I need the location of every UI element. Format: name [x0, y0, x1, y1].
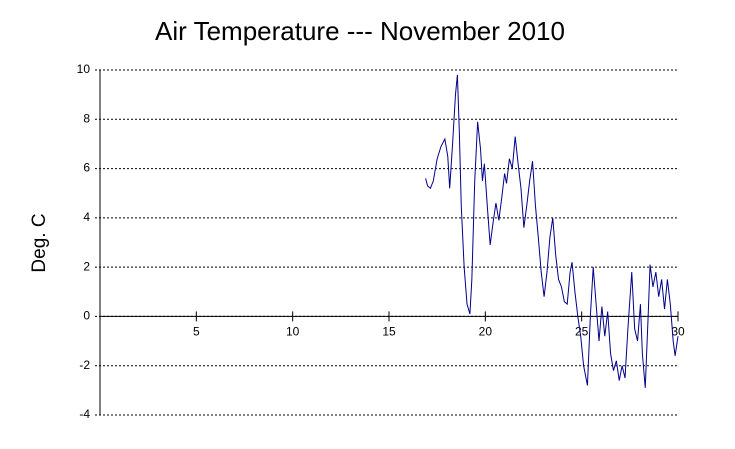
x-tick-label: 5	[193, 325, 200, 339]
y-tick-label: 4	[83, 210, 90, 224]
y-tick-label: 0	[83, 309, 90, 323]
x-tick-label: 20	[479, 325, 493, 339]
chart-title: Air Temperature --- November 2010	[155, 16, 565, 46]
y-tick-label: 8	[83, 111, 90, 125]
x-tick-label: 25	[575, 325, 589, 339]
y-axis-label: Deg. C	[29, 213, 50, 272]
y-tick-label: 6	[83, 161, 90, 175]
x-tick-label: 30	[671, 325, 685, 339]
y-tick-label: 10	[77, 62, 91, 76]
x-tick-label: 10	[286, 325, 300, 339]
y-tick-label: -2	[79, 358, 90, 372]
y-tick-label: -4	[79, 407, 90, 421]
line-series	[425, 74, 679, 388]
x-tick-label: 15	[382, 325, 396, 339]
y-tick-label: 2	[83, 259, 90, 273]
